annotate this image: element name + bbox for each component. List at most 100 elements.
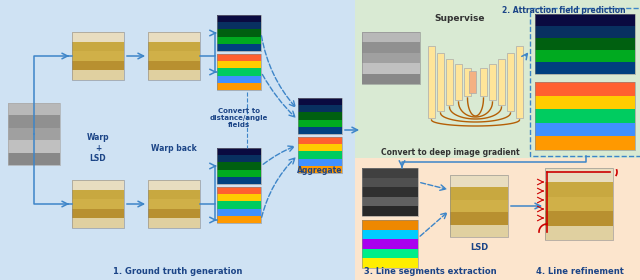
Bar [217,209,261,216]
Bar [8,103,60,165]
Bar [217,61,261,68]
Bar [535,26,635,38]
Bar [72,209,124,218]
Bar [217,177,261,184]
Bar [298,112,342,120]
Bar [217,148,261,155]
Bar [545,197,613,211]
Bar [217,15,261,22]
Bar [298,127,342,134]
Bar [450,200,508,212]
Bar [516,46,523,118]
Bar [72,51,124,61]
Bar [148,51,200,61]
Bar [362,206,418,216]
Bar [148,61,200,70]
Bar [148,42,200,51]
Bar [535,109,635,123]
Bar [72,32,124,42]
Bar [362,32,420,42]
Bar [217,170,261,177]
Bar [72,180,124,228]
Text: Warp
+
LSD: Warp + LSD [86,133,109,163]
Bar [298,158,342,166]
Bar [362,168,418,216]
Bar [362,220,418,230]
Bar [362,42,420,53]
Bar [217,22,261,29]
Bar [535,50,635,62]
Bar [72,199,124,209]
Bar [298,105,342,112]
Bar [72,218,124,228]
Bar [450,212,508,225]
Bar [450,175,508,237]
Text: 4. Line refinement: 4. Line refinement [536,267,624,277]
Bar [148,218,200,228]
Bar [545,182,613,197]
Bar [362,230,418,239]
Bar [362,239,418,249]
Bar [362,32,420,84]
Bar [217,148,261,184]
Bar [217,54,261,90]
Bar [480,68,487,96]
Bar [298,166,342,173]
Bar [362,197,418,206]
Text: 3. Line segments extraction: 3. Line segments extraction [364,267,496,277]
Bar [545,226,613,240]
Bar [450,225,508,237]
Text: 1. Ground truth generation: 1. Ground truth generation [113,267,243,277]
Bar [148,180,200,190]
Bar [535,14,635,74]
Bar [217,216,261,223]
Bar [535,38,635,50]
Bar [545,211,613,226]
Bar [217,29,261,37]
Bar [8,153,60,165]
Bar [217,201,261,209]
Bar [362,53,420,63]
Bar [148,199,200,209]
Bar [535,82,635,95]
Bar [298,137,342,173]
Bar [507,53,514,111]
Bar [535,95,635,109]
Bar [535,82,635,150]
Bar [450,187,508,200]
Bar [72,70,124,80]
Bar [148,209,200,218]
Bar [72,190,124,199]
Bar [217,15,261,51]
Bar [469,71,476,93]
Bar [298,137,342,144]
Bar [217,162,261,170]
Bar [362,168,418,178]
Bar [362,249,418,258]
Bar [72,180,124,190]
Bar [8,128,60,140]
Bar [217,194,261,201]
Bar [362,74,420,84]
Bar [428,46,435,118]
Bar [217,83,261,90]
Bar [217,76,261,83]
Bar [450,175,508,187]
Bar [72,42,124,51]
Bar [217,44,261,51]
Bar [545,168,613,182]
Bar [362,187,418,197]
Text: Supervise: Supervise [435,13,485,22]
Bar [355,0,640,158]
Bar [217,187,261,194]
Text: Aggregate: Aggregate [297,165,343,174]
Bar [217,155,261,162]
Bar [298,98,342,105]
Bar [148,32,200,42]
Bar [148,180,200,228]
Text: Warp back: Warp back [151,144,197,153]
Bar [298,151,342,158]
Bar [298,98,342,134]
Bar [72,61,124,70]
Bar [8,115,60,128]
